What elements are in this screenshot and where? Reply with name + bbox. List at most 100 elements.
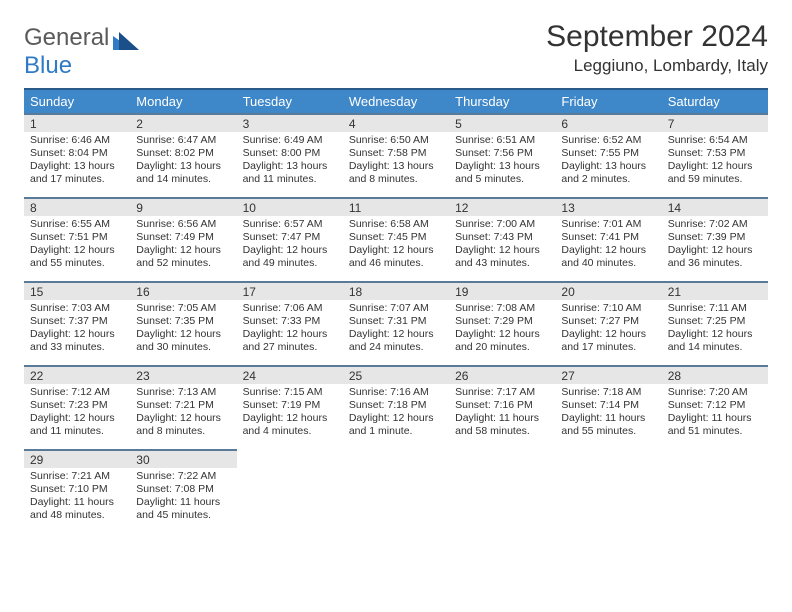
day-content: Sunrise: 7:17 AMSunset: 7:16 PMDaylight:… (449, 384, 555, 443)
day-content: Sunrise: 7:00 AMSunset: 7:43 PMDaylight:… (449, 216, 555, 275)
weekday-header: Thursday (449, 89, 555, 114)
calendar-day-cell: 4Sunrise: 6:50 AMSunset: 7:58 PMDaylight… (343, 114, 449, 198)
calendar-day-cell: 17Sunrise: 7:06 AMSunset: 7:33 PMDayligh… (237, 282, 343, 366)
calendar-week-row: 15Sunrise: 7:03 AMSunset: 7:37 PMDayligh… (24, 282, 768, 366)
day-content: Sunrise: 7:18 AMSunset: 7:14 PMDaylight:… (555, 384, 661, 443)
day-content: Sunrise: 7:16 AMSunset: 7:18 PMDaylight:… (343, 384, 449, 443)
day-number: 20 (555, 283, 661, 300)
calendar-table: SundayMondayTuesdayWednesdayThursdayFrid… (24, 88, 768, 533)
day-number: 2 (130, 115, 236, 132)
day-content: Sunrise: 7:22 AMSunset: 7:08 PMDaylight:… (130, 468, 236, 527)
calendar-day-cell: 28Sunrise: 7:20 AMSunset: 7:12 PMDayligh… (662, 366, 768, 450)
day-content: Sunrise: 7:07 AMSunset: 7:31 PMDaylight:… (343, 300, 449, 359)
day-content: Sunrise: 7:03 AMSunset: 7:37 PMDaylight:… (24, 300, 130, 359)
day-number: 21 (662, 283, 768, 300)
day-content: Sunrise: 7:13 AMSunset: 7:21 PMDaylight:… (130, 384, 236, 443)
day-number: 1 (24, 115, 130, 132)
day-number: 10 (237, 199, 343, 216)
day-number: 13 (555, 199, 661, 216)
day-content: Sunrise: 7:10 AMSunset: 7:27 PMDaylight:… (555, 300, 661, 359)
day-content: Sunrise: 7:12 AMSunset: 7:23 PMDaylight:… (24, 384, 130, 443)
calendar-day-cell: 30Sunrise: 7:22 AMSunset: 7:08 PMDayligh… (130, 450, 236, 533)
day-content: Sunrise: 7:21 AMSunset: 7:10 PMDaylight:… (24, 468, 130, 527)
calendar-day-cell: 22Sunrise: 7:12 AMSunset: 7:23 PMDayligh… (24, 366, 130, 450)
day-number: 3 (237, 115, 343, 132)
day-number: 17 (237, 283, 343, 300)
calendar-day-cell: 8Sunrise: 6:55 AMSunset: 7:51 PMDaylight… (24, 198, 130, 282)
day-number: 14 (662, 199, 768, 216)
calendar-day-cell: 15Sunrise: 7:03 AMSunset: 7:37 PMDayligh… (24, 282, 130, 366)
calendar-day-cell: 26Sunrise: 7:17 AMSunset: 7:16 PMDayligh… (449, 366, 555, 450)
day-number: 29 (24, 451, 130, 468)
day-number: 27 (555, 367, 661, 384)
day-number: 8 (24, 199, 130, 216)
day-number: 18 (343, 283, 449, 300)
day-content: Sunrise: 7:01 AMSunset: 7:41 PMDaylight:… (555, 216, 661, 275)
day-content: Sunrise: 6:47 AMSunset: 8:02 PMDaylight:… (130, 132, 236, 191)
day-content: Sunrise: 6:54 AMSunset: 7:53 PMDaylight:… (662, 132, 768, 191)
weekday-header: Saturday (662, 89, 768, 114)
day-number: 25 (343, 367, 449, 384)
day-content: Sunrise: 7:20 AMSunset: 7:12 PMDaylight:… (662, 384, 768, 443)
calendar-day-cell: 12Sunrise: 7:00 AMSunset: 7:43 PMDayligh… (449, 198, 555, 282)
day-number: 16 (130, 283, 236, 300)
calendar-day-cell (555, 450, 661, 533)
calendar-day-cell: 24Sunrise: 7:15 AMSunset: 7:19 PMDayligh… (237, 366, 343, 450)
calendar-day-cell: 19Sunrise: 7:08 AMSunset: 7:29 PMDayligh… (449, 282, 555, 366)
logo-word-general: General (24, 24, 109, 51)
calendar-week-row: 22Sunrise: 7:12 AMSunset: 7:23 PMDayligh… (24, 366, 768, 450)
day-content: Sunrise: 7:06 AMSunset: 7:33 PMDaylight:… (237, 300, 343, 359)
day-content: Sunrise: 7:15 AMSunset: 7:19 PMDaylight:… (237, 384, 343, 443)
day-content: Sunrise: 6:50 AMSunset: 7:58 PMDaylight:… (343, 132, 449, 191)
logo: General Blue (24, 24, 139, 80)
day-number: 23 (130, 367, 236, 384)
day-number: 19 (449, 283, 555, 300)
calendar-head: SundayMondayTuesdayWednesdayThursdayFrid… (24, 89, 768, 114)
calendar-day-cell (449, 450, 555, 533)
day-content: Sunrise: 6:55 AMSunset: 7:51 PMDaylight:… (24, 216, 130, 275)
logo-triangle-icon (113, 32, 139, 55)
logo-text: General Blue (24, 24, 109, 80)
calendar-day-cell: 3Sunrise: 6:49 AMSunset: 8:00 PMDaylight… (237, 114, 343, 198)
calendar-day-cell: 27Sunrise: 7:18 AMSunset: 7:14 PMDayligh… (555, 366, 661, 450)
calendar-day-cell: 13Sunrise: 7:01 AMSunset: 7:41 PMDayligh… (555, 198, 661, 282)
day-content: Sunrise: 6:52 AMSunset: 7:55 PMDaylight:… (555, 132, 661, 191)
calendar-day-cell: 18Sunrise: 7:07 AMSunset: 7:31 PMDayligh… (343, 282, 449, 366)
day-content: Sunrise: 6:57 AMSunset: 7:47 PMDaylight:… (237, 216, 343, 275)
weekday-header: Friday (555, 89, 661, 114)
day-number: 9 (130, 199, 236, 216)
day-number: 7 (662, 115, 768, 132)
location-label: Leggiuno, Lombardy, Italy (546, 56, 768, 76)
day-number: 24 (237, 367, 343, 384)
calendar-day-cell: 23Sunrise: 7:13 AMSunset: 7:21 PMDayligh… (130, 366, 236, 450)
calendar-week-row: 29Sunrise: 7:21 AMSunset: 7:10 PMDayligh… (24, 450, 768, 533)
weekday-header: Tuesday (237, 89, 343, 114)
calendar-day-cell: 10Sunrise: 6:57 AMSunset: 7:47 PMDayligh… (237, 198, 343, 282)
calendar-week-row: 8Sunrise: 6:55 AMSunset: 7:51 PMDaylight… (24, 198, 768, 282)
calendar-day-cell: 16Sunrise: 7:05 AMSunset: 7:35 PMDayligh… (130, 282, 236, 366)
day-number: 4 (343, 115, 449, 132)
day-content: Sunrise: 7:05 AMSunset: 7:35 PMDaylight:… (130, 300, 236, 359)
calendar-day-cell (662, 450, 768, 533)
calendar-day-cell: 9Sunrise: 6:56 AMSunset: 7:49 PMDaylight… (130, 198, 236, 282)
day-number: 6 (555, 115, 661, 132)
day-content: Sunrise: 7:02 AMSunset: 7:39 PMDaylight:… (662, 216, 768, 275)
day-content: Sunrise: 6:56 AMSunset: 7:49 PMDaylight:… (130, 216, 236, 275)
day-number: 5 (449, 115, 555, 132)
calendar-day-cell: 1Sunrise: 6:46 AMSunset: 8:04 PMDaylight… (24, 114, 130, 198)
calendar-day-cell: 25Sunrise: 7:16 AMSunset: 7:18 PMDayligh… (343, 366, 449, 450)
weekday-header: Sunday (24, 89, 130, 114)
calendar-day-cell: 21Sunrise: 7:11 AMSunset: 7:25 PMDayligh… (662, 282, 768, 366)
calendar-week-row: 1Sunrise: 6:46 AMSunset: 8:04 PMDaylight… (24, 114, 768, 198)
calendar-day-cell (343, 450, 449, 533)
day-number: 28 (662, 367, 768, 384)
calendar-day-cell (237, 450, 343, 533)
day-number: 26 (449, 367, 555, 384)
day-content: Sunrise: 7:11 AMSunset: 7:25 PMDaylight:… (662, 300, 768, 359)
calendar-body: 1Sunrise: 6:46 AMSunset: 8:04 PMDaylight… (24, 114, 768, 533)
weekday-header: Wednesday (343, 89, 449, 114)
day-content: Sunrise: 6:49 AMSunset: 8:00 PMDaylight:… (237, 132, 343, 191)
header: General Blue September 2024 Leggiuno, Lo… (24, 20, 768, 80)
day-number: 15 (24, 283, 130, 300)
calendar-day-cell: 6Sunrise: 6:52 AMSunset: 7:55 PMDaylight… (555, 114, 661, 198)
